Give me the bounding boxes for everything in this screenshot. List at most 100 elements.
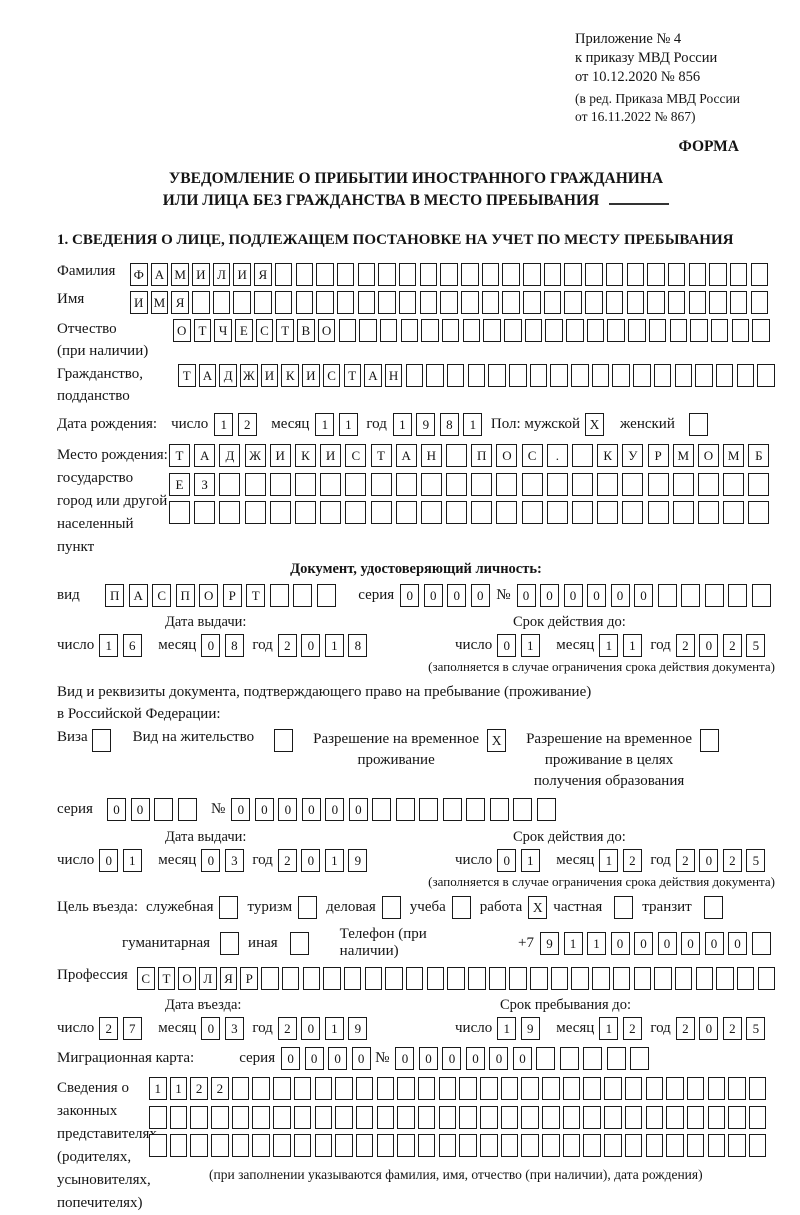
sex-male-checkbox[interactable]: X (585, 413, 605, 436)
form-cell[interactable]: 0 (351, 1047, 371, 1070)
form-cell[interactable]: Р (240, 967, 258, 990)
form-cell[interactable] (543, 263, 562, 286)
form-cell[interactable] (420, 501, 442, 524)
form-cell[interactable] (752, 319, 770, 342)
form-cell[interactable] (521, 472, 543, 496)
form-cell[interactable] (483, 319, 501, 342)
form-cell[interactable] (231, 1077, 250, 1100)
form-cell[interactable]: 8 (224, 634, 244, 657)
form-cell[interactable] (633, 967, 651, 990)
form-cell[interactable] (438, 1134, 457, 1157)
form-cell[interactable]: М (150, 291, 169, 314)
form-cell[interactable] (729, 291, 748, 314)
form-cell[interactable] (546, 501, 568, 524)
form-cell[interactable]: 0 (497, 634, 517, 657)
form-cell[interactable] (572, 444, 593, 467)
purpose-transit-checkbox[interactable] (703, 896, 723, 919)
form-cell[interactable] (500, 1134, 519, 1157)
form-cell[interactable] (293, 1077, 312, 1100)
form-cell[interactable] (697, 472, 719, 496)
form-cell[interactable] (500, 1077, 519, 1100)
form-cell[interactable] (709, 291, 727, 314)
form-cell[interactable] (446, 501, 468, 524)
form-cell[interactable]: И (233, 263, 251, 286)
form-cell[interactable] (709, 263, 727, 286)
form-cell[interactable]: 9 (540, 931, 559, 955)
form-cell[interactable]: Ж (244, 444, 266, 467)
form-cell[interactable]: 0 (634, 584, 653, 607)
form-cell[interactable]: 1 (599, 849, 619, 872)
form-cell[interactable]: К (281, 364, 299, 387)
form-cell[interactable] (488, 364, 506, 387)
form-cell[interactable]: 8 (439, 413, 459, 436)
form-cell[interactable] (461, 263, 479, 286)
form-cell[interactable] (583, 1134, 601, 1157)
form-cell[interactable] (177, 798, 197, 821)
form-cell[interactable] (667, 291, 686, 314)
form-cell[interactable]: 0 (281, 1047, 301, 1070)
form-cell[interactable] (523, 291, 541, 314)
form-cell[interactable] (647, 291, 665, 314)
form-cell[interactable] (748, 1105, 767, 1129)
form-cell[interactable]: 0 (699, 634, 719, 657)
form-cell[interactable] (244, 501, 266, 524)
form-cell[interactable] (550, 967, 569, 990)
purpose-private-checkbox[interactable] (614, 896, 634, 919)
edu-permit-checkbox[interactable] (700, 729, 720, 752)
form-cell[interactable] (192, 291, 210, 314)
purpose-commercial-checkbox[interactable] (381, 896, 401, 919)
form-cell[interactable] (421, 319, 439, 342)
form-cell[interactable] (624, 1077, 643, 1100)
form-cell[interactable]: 1 (587, 931, 606, 955)
form-cell[interactable]: 1 (99, 634, 119, 657)
form-cell[interactable] (530, 967, 548, 990)
form-cell[interactable]: 0 (447, 584, 467, 607)
form-cell[interactable]: 1 (149, 1077, 167, 1100)
form-cell[interactable]: С (345, 444, 367, 467)
form-cell[interactable] (281, 967, 300, 990)
form-cell[interactable]: О (199, 584, 219, 607)
form-cell[interactable] (357, 263, 376, 286)
form-cell[interactable]: 2 (675, 634, 695, 657)
form-cell[interactable] (459, 1105, 477, 1129)
form-cell[interactable] (385, 967, 403, 990)
residence-permit-checkbox[interactable] (274, 729, 294, 752)
form-cell[interactable]: 0 (400, 584, 420, 607)
form-cell[interactable]: К (294, 444, 316, 467)
form-cell[interactable] (688, 291, 707, 314)
form-cell[interactable] (657, 584, 677, 607)
form-cell[interactable]: 2 (211, 1077, 229, 1100)
form-cell[interactable]: 0 (130, 798, 150, 821)
form-cell[interactable] (562, 1105, 581, 1129)
form-cell[interactable] (231, 1134, 250, 1157)
form-cell[interactable] (542, 1134, 560, 1157)
form-cell[interactable]: К (597, 444, 619, 467)
form-cell[interactable] (695, 967, 714, 990)
form-cell[interactable] (496, 501, 518, 524)
form-cell[interactable] (604, 1105, 622, 1129)
form-cell[interactable] (343, 967, 362, 990)
form-cell[interactable]: 1 (324, 849, 344, 872)
form-cell[interactable] (364, 967, 383, 990)
form-cell[interactable]: С (152, 584, 172, 607)
form-cell[interactable] (728, 1105, 746, 1129)
form-cell[interactable] (471, 501, 493, 524)
form-cell[interactable]: Ф (130, 263, 148, 286)
form-cell[interactable] (372, 798, 392, 821)
form-cell[interactable] (583, 1077, 601, 1100)
form-cell[interactable] (261, 967, 279, 990)
form-cell[interactable] (252, 1077, 270, 1100)
form-cell[interactable] (728, 1077, 746, 1100)
form-cell[interactable]: 9 (348, 1017, 368, 1040)
form-cell[interactable] (543, 291, 562, 314)
form-cell[interactable] (536, 798, 556, 821)
form-cell[interactable] (149, 1134, 167, 1157)
form-cell[interactable] (585, 263, 603, 286)
form-cell[interactable] (571, 364, 589, 387)
form-cell[interactable] (417, 1134, 436, 1157)
form-cell[interactable] (690, 319, 708, 342)
form-cell[interactable]: П (471, 444, 493, 467)
form-cell[interactable]: 2 (722, 849, 742, 872)
form-cell[interactable] (212, 291, 231, 314)
form-cell[interactable] (488, 967, 507, 990)
